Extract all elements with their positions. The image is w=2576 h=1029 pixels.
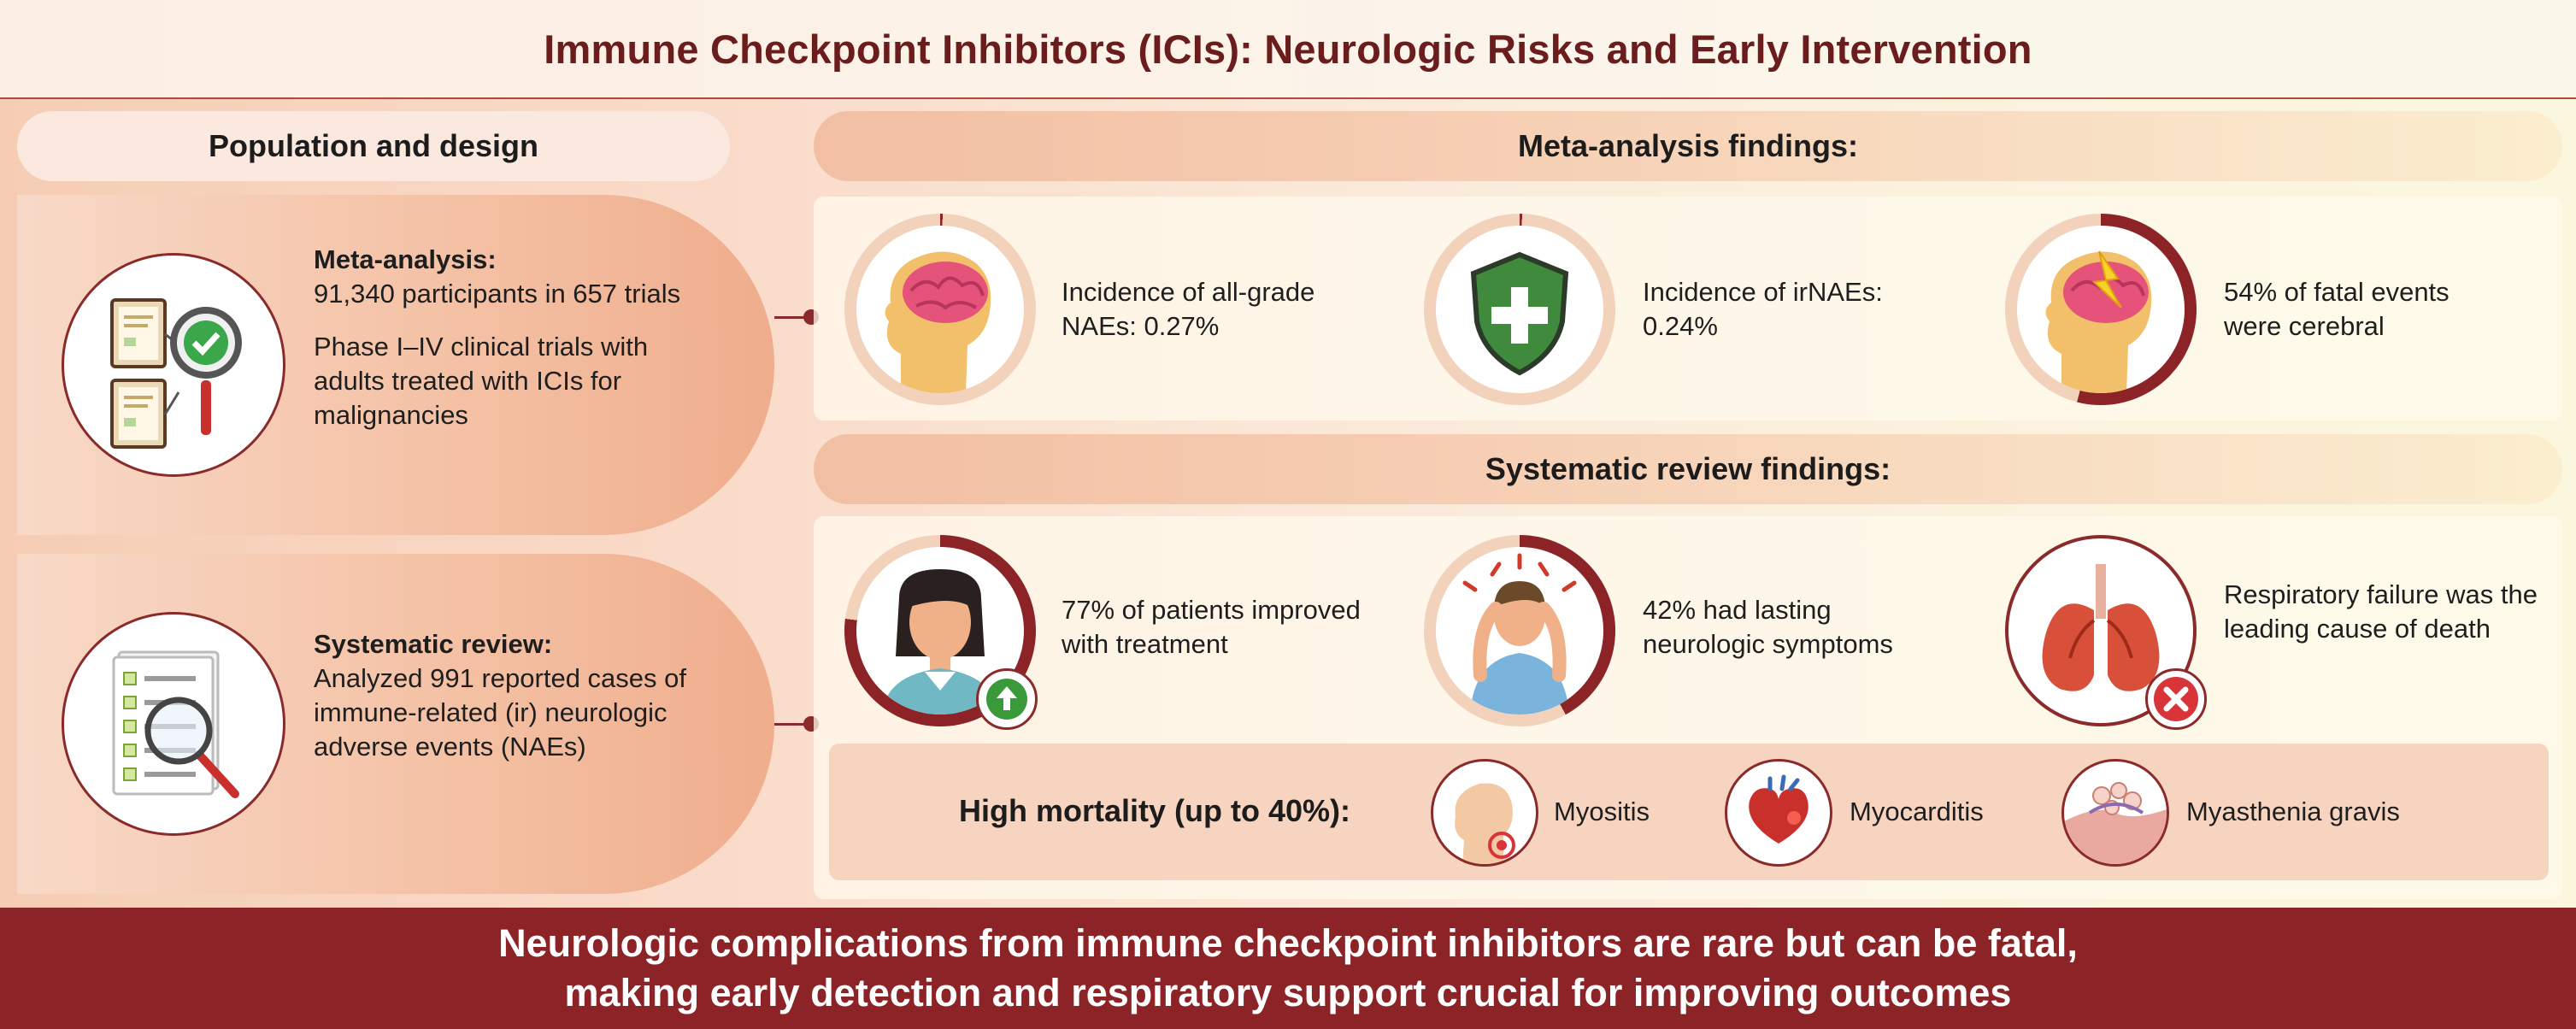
fatal-cerebral-text: 54% of fatal events were cerebral: [2224, 277, 2450, 341]
conclusion-line-2: making early detection and respiratory s…: [564, 971, 2012, 1014]
page-title: Immune Checkpoint Inhibitors (ICIs): Neu…: [544, 26, 2032, 72]
head-brain-icon: [856, 226, 1024, 393]
lasting-symptoms-text: 42% had lasting neurologic symptoms: [1643, 595, 1893, 659]
conclusion-banner: Neurologic complications from immune che…: [0, 908, 2576, 1029]
myositis-label: Myositis: [1554, 797, 1650, 826]
systematic-findings-header: Systematic review findings:: [814, 434, 2562, 504]
title-bar: Immune Checkpoint Inhibitors (ICIs): Neu…: [0, 0, 2576, 100]
meta-analysis-text: Meta-analysis: 91,340 participants in 65…: [314, 243, 707, 432]
head-brain-lightning-icon: [2017, 226, 2185, 393]
systematic-review-text: Systematic review: Analyzed 991 reported…: [314, 627, 707, 764]
sys-connector-line: [774, 723, 812, 726]
systematic-review-cases: Analyzed 991 reported cases of immune-re…: [314, 663, 686, 761]
meta-analysis-heading: Meta-analysis:: [314, 244, 497, 274]
lasting-symptoms-ring: [1424, 535, 1615, 726]
man-headache-icon: [1436, 547, 1603, 714]
mortality-label: High mortality (up to 40%):: [959, 793, 1350, 828]
meta-analysis-design: Phase I–IV clinical trials with adults t…: [314, 332, 649, 430]
meta-findings-box: [814, 197, 2562, 420]
nae-incidence-ring: [844, 214, 1036, 405]
clipboards-magnifier-check-icon: [62, 253, 285, 477]
woman-patient-improve-icon: [856, 547, 1024, 714]
meta-connector-line: [774, 316, 812, 319]
myocarditis-label: Myocarditis: [1850, 797, 1984, 826]
arrow-up-icon: [976, 668, 1038, 730]
checklist-magnifier-icon: [62, 612, 285, 836]
cross-icon: [2145, 668, 2207, 730]
heart-icon: [1725, 759, 1832, 867]
irnae-incidence-ring: [1424, 214, 1615, 405]
irnae-incidence-text: Incidence of irNAEs: 0.24%: [1643, 277, 1883, 341]
nae-incidence-text: Incidence of all-grade NAEs: 0.27%: [1062, 277, 1315, 341]
meta-analysis-participants: 91,340 participants in 657 trials: [314, 279, 681, 309]
mortality-box: [829, 744, 2549, 880]
conclusion-line-1: Neurologic complications from immune che…: [498, 921, 2078, 965]
shield-plus-icon: [1436, 226, 1603, 393]
respiratory-failure-text: Respiratory failure was the leading caus…: [2224, 579, 2538, 644]
improved-ring: [844, 535, 1036, 726]
population-header: Population and design: [17, 111, 730, 181]
improved-text: 77% of patients improved with treatment: [1062, 595, 1361, 659]
fatal-cerebral-ring: [2005, 214, 2197, 405]
systematic-review-heading: Systematic review:: [314, 629, 553, 659]
meta-findings-header: Meta-analysis findings:: [814, 111, 2562, 181]
myasthenia-gravis-label: Myasthenia gravis: [2186, 797, 2400, 826]
neuromuscular-junction-icon: [2061, 759, 2169, 867]
neck-muscle-icon: [1431, 759, 1538, 867]
